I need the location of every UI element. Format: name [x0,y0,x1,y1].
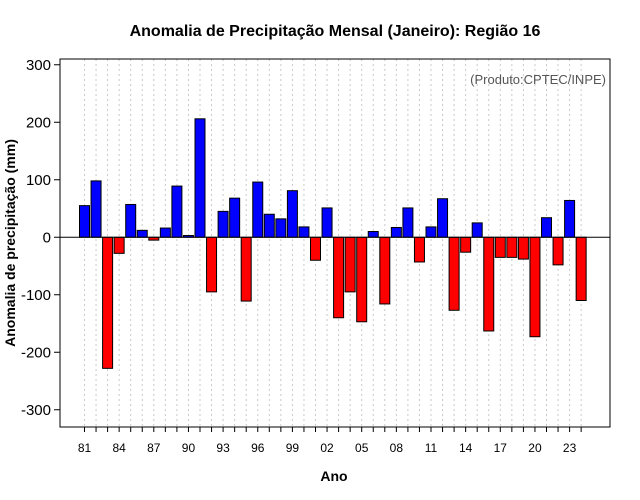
x-tick-label: 17 [494,441,508,455]
bar [367,231,379,238]
bar [252,181,264,238]
y-tick-label: 100 [26,172,51,189]
x-tick-label: 02 [320,441,334,455]
credit-text: (Produto:CPTEC/INPE) [470,72,606,87]
chart-title: Anomalia de Precipitação Mensal (Janeiro… [130,23,541,40]
y-tick-label: -300 [21,402,51,419]
bar [494,236,506,258]
plot-frame [59,58,611,428]
bar [390,226,402,238]
bar [159,227,171,238]
x-tick-label: 93 [216,441,230,455]
bar [564,199,576,238]
x-tick-label: 87 [147,441,161,455]
bar [206,236,218,293]
x-tick-label: 14 [459,441,473,455]
bar [517,236,529,260]
bar [171,185,183,238]
bar [136,229,148,238]
x-axis-label: Ano [320,468,347,484]
bar [217,210,229,238]
bar [275,218,287,238]
bar [229,197,241,238]
bar [194,118,206,238]
bar [541,217,552,238]
bar [552,236,564,266]
y-axis-label: Anomalia de precipitação (mm) [2,139,18,347]
y-tick-label: 200 [26,114,51,131]
x-tick-label: 96 [251,441,265,455]
y-axis: 300 200 100 0 -100 -200 -300 [21,57,60,419]
bar [506,236,518,258]
bar [125,203,137,238]
bar [448,236,460,311]
bar [102,236,114,369]
x-tick-label: 84 [112,441,126,455]
bar [79,205,90,238]
bar [356,236,368,323]
bar [333,236,345,319]
bar [263,213,275,238]
bar [298,226,310,238]
x-tick-label: 11 [425,441,438,455]
x-axis: 81 84 87 90 93 96 99 02 05 08 11 14 17 20 23 [78,427,582,455]
y-tick-label: 0 [43,229,51,246]
x-tick-label: 99 [286,441,300,455]
x-tick-label: 20 [528,441,542,455]
bar [413,236,425,263]
bar [575,236,587,301]
bar [460,236,472,253]
x-tick-label: 81 [78,441,92,455]
bar [529,236,541,338]
bar [471,222,483,238]
bar [379,236,391,305]
bar [113,236,125,254]
bar [240,236,252,302]
y-tick-label: -100 [21,287,51,304]
bar [321,207,333,238]
x-tick-label: 90 [182,441,196,455]
x-tick-label: 08 [390,441,404,455]
x-tick-label: 23 [563,441,577,455]
bar [310,236,321,261]
bar [402,207,414,238]
bar [344,236,356,293]
grid-layer [84,59,582,427]
bar [483,236,495,332]
bar [437,198,449,238]
y-tick-label: 300 [26,57,51,74]
y-tick-label: -200 [21,344,51,361]
bar [286,190,298,238]
x-tick-label: 05 [355,441,369,455]
bar [425,226,437,238]
bar [90,180,102,238]
bars-layer [79,118,587,369]
